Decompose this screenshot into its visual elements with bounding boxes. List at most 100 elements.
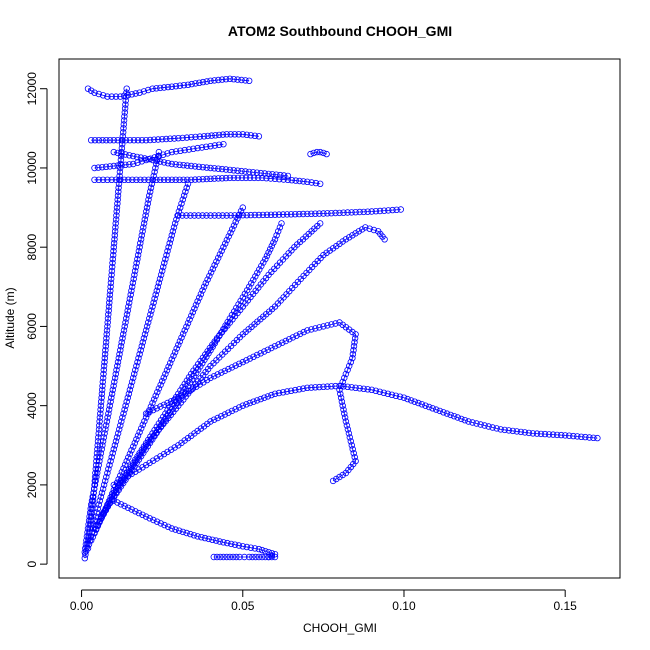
data-point — [239, 294, 246, 301]
data-point — [98, 163, 106, 171]
data-point — [158, 378, 166, 385]
data-point — [139, 511, 146, 518]
series-line — [113, 151, 288, 177]
data-point — [137, 154, 145, 161]
data-point — [256, 266, 263, 273]
data-point — [213, 258, 220, 265]
data-point — [144, 86, 152, 94]
data-point — [245, 553, 253, 561]
data-point — [247, 211, 254, 219]
data-point — [336, 319, 343, 326]
data-point — [174, 212, 181, 219]
data-point — [199, 163, 206, 171]
data-point — [223, 131, 230, 138]
data-point — [192, 133, 199, 141]
data-point — [144, 319, 152, 326]
data-point — [129, 160, 137, 168]
data-point — [141, 216, 148, 223]
data-point — [308, 384, 315, 391]
data-point — [94, 465, 102, 473]
data-point — [257, 169, 264, 177]
data-point — [128, 283, 136, 290]
data-point — [106, 163, 114, 170]
data-point — [239, 543, 246, 550]
data-point — [157, 381, 164, 389]
data-point — [153, 429, 160, 436]
data-point — [83, 537, 90, 544]
data-point — [140, 224, 147, 231]
data-point — [481, 422, 488, 429]
data-point — [207, 212, 214, 219]
data-point — [126, 152, 133, 159]
data-point — [203, 164, 210, 171]
data-point — [117, 422, 124, 429]
data-point — [183, 529, 190, 537]
data-point — [454, 414, 461, 421]
data-point — [228, 364, 236, 371]
data-point — [109, 386, 116, 393]
data-point — [138, 232, 145, 239]
data-point — [271, 343, 279, 350]
data-point — [154, 136, 162, 143]
data-point — [337, 390, 344, 397]
data-point — [222, 174, 230, 182]
data-point — [158, 135, 166, 143]
data-point — [115, 426, 123, 433]
data-point — [296, 177, 303, 185]
data-point — [121, 461, 129, 468]
data-point — [113, 366, 120, 374]
data-point — [117, 472, 124, 479]
data-point — [134, 453, 141, 460]
data-point — [349, 328, 356, 336]
data-point — [160, 374, 167, 381]
data-point — [225, 365, 232, 373]
data-point — [145, 196, 152, 203]
data-point — [113, 212, 120, 219]
data-point — [271, 211, 279, 218]
data-point — [191, 305, 198, 312]
data-point — [411, 398, 418, 405]
data-point — [229, 553, 237, 561]
data-point — [114, 149, 121, 157]
data-point — [146, 188, 154, 195]
data-point — [344, 383, 351, 390]
data-point — [99, 378, 106, 386]
data-point — [115, 188, 122, 195]
data-point — [227, 131, 234, 138]
data-point — [300, 210, 307, 218]
data-point — [96, 457, 103, 465]
data-point — [209, 536, 216, 543]
data-point — [137, 347, 144, 354]
data-point — [232, 218, 239, 226]
data-point — [425, 403, 433, 411]
data-point — [100, 362, 108, 370]
data-point — [300, 385, 307, 392]
data-point — [162, 255, 169, 263]
data-point — [200, 133, 208, 140]
data-point — [218, 165, 226, 173]
data-point — [222, 322, 229, 329]
data-point — [95, 461, 102, 469]
data-point — [127, 291, 134, 298]
y-tick-label: 8000 — [25, 234, 39, 261]
data-point — [235, 542, 243, 549]
data-point — [388, 391, 396, 398]
data-point — [239, 358, 246, 366]
data-point — [135, 354, 142, 362]
data-point — [136, 243, 143, 251]
data-point — [149, 176, 156, 183]
data-point — [220, 553, 227, 561]
data-point — [247, 280, 255, 287]
data-point — [122, 476, 129, 483]
data-point — [160, 419, 167, 426]
data-point — [122, 161, 129, 168]
data-point — [422, 402, 429, 409]
data-point — [134, 358, 141, 366]
data-point — [132, 263, 140, 271]
data-point — [162, 416, 169, 423]
data-point — [93, 450, 101, 457]
data-point — [180, 192, 188, 199]
data-point — [245, 283, 253, 290]
data-point — [282, 337, 289, 345]
data-point — [310, 149, 317, 157]
